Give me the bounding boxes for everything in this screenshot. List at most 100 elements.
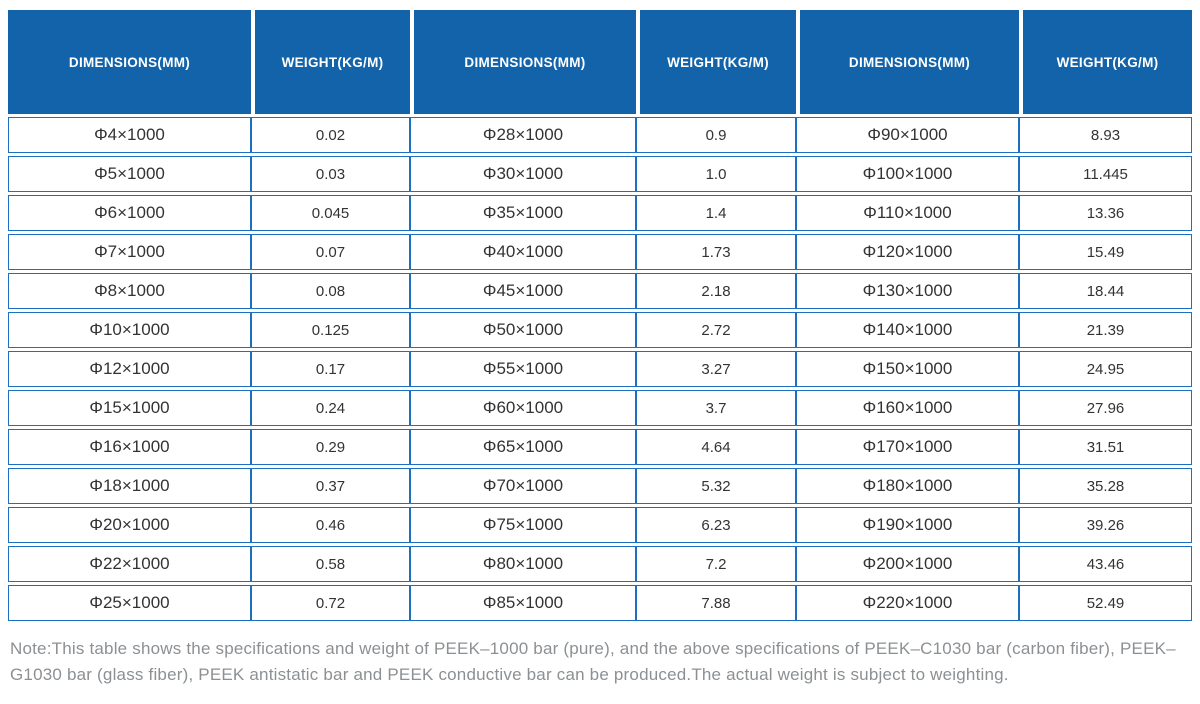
- weight-cell: 35.28: [1019, 468, 1192, 504]
- weight-cell: 39.26: [1019, 507, 1192, 543]
- weight-cell: 3.7: [636, 390, 796, 426]
- dimension-cell: Φ180×1000: [796, 468, 1019, 504]
- weight-cell: 0.37: [251, 468, 410, 504]
- table-row: Φ22×1000 0.58 Φ80×1000 7.2 Φ200×1000 43.…: [8, 546, 1192, 582]
- table-row: Φ7×1000 0.07 Φ40×1000 1.73 Φ120×1000 15.…: [8, 234, 1192, 270]
- weight-cell: 0.9: [636, 117, 796, 153]
- col-header-dimensions-2: DIMENSIONS(MM): [410, 10, 636, 114]
- dimension-cell: Φ22×1000: [8, 546, 251, 582]
- dimension-cell: Φ16×1000: [8, 429, 251, 465]
- dimension-cell: Φ7×1000: [8, 234, 251, 270]
- dimension-cell: Φ8×1000: [8, 273, 251, 309]
- table-row: Φ18×1000 0.37 Φ70×1000 5.32 Φ180×1000 35…: [8, 468, 1192, 504]
- weight-cell: 0.46: [251, 507, 410, 543]
- col-header-weight-3: WEIGHT(KG/M): [1019, 10, 1192, 114]
- col-header-dimensions-3: DIMENSIONS(MM): [796, 10, 1019, 114]
- weight-cell: 1.73: [636, 234, 796, 270]
- dimension-cell: Φ40×1000: [410, 234, 636, 270]
- weight-cell: 6.23: [636, 507, 796, 543]
- dimension-cell: Φ220×1000: [796, 585, 1019, 621]
- table-row: Φ12×1000 0.17 Φ55×1000 3.27 Φ150×1000 24…: [8, 351, 1192, 387]
- table-row: Φ10×1000 0.125 Φ50×1000 2.72 Φ140×1000 2…: [8, 312, 1192, 348]
- dimension-cell: Φ28×1000: [410, 117, 636, 153]
- weight-cell: 0.02: [251, 117, 410, 153]
- dimension-cell: Φ4×1000: [8, 117, 251, 153]
- weight-cell: 21.39: [1019, 312, 1192, 348]
- dimension-cell: Φ170×1000: [796, 429, 1019, 465]
- weight-cell: 0.08: [251, 273, 410, 309]
- dimension-cell: Φ120×1000: [796, 234, 1019, 270]
- weight-cell: 0.07: [251, 234, 410, 270]
- col-header-dimensions-1: DIMENSIONS(MM): [8, 10, 251, 114]
- weight-cell: 0.125: [251, 312, 410, 348]
- table-row: Φ15×1000 0.24 Φ60×1000 3.7 Φ160×1000 27.…: [8, 390, 1192, 426]
- dimension-cell: Φ140×1000: [796, 312, 1019, 348]
- dimension-cell: Φ80×1000: [410, 546, 636, 582]
- table-row: Φ5×1000 0.03 Φ30×1000 1.0 Φ100×1000 11.4…: [8, 156, 1192, 192]
- weight-cell: 11.445: [1019, 156, 1192, 192]
- weight-cell: 2.72: [636, 312, 796, 348]
- col-header-weight-2: WEIGHT(KG/M): [636, 10, 796, 114]
- weight-cell: 1.4: [636, 195, 796, 231]
- weight-cell: 2.18: [636, 273, 796, 309]
- weight-cell: 7.88: [636, 585, 796, 621]
- dimension-cell: Φ18×1000: [8, 468, 251, 504]
- dimension-cell: Φ75×1000: [410, 507, 636, 543]
- weight-cell: 8.93: [1019, 117, 1192, 153]
- table-row: Φ20×1000 0.46 Φ75×1000 6.23 Φ190×1000 39…: [8, 507, 1192, 543]
- dimension-cell: Φ10×1000: [8, 312, 251, 348]
- weight-cell: 24.95: [1019, 351, 1192, 387]
- weight-cell: 1.0: [636, 156, 796, 192]
- footnote: Note:This table shows the specifications…: [10, 639, 1176, 684]
- table-row: Φ6×1000 0.045 Φ35×1000 1.4 Φ110×1000 13.…: [8, 195, 1192, 231]
- dimension-cell: Φ190×1000: [796, 507, 1019, 543]
- weight-cell: 0.17: [251, 351, 410, 387]
- weight-cell: 13.36: [1019, 195, 1192, 231]
- dimension-cell: Φ50×1000: [410, 312, 636, 348]
- dimension-cell: Φ160×1000: [796, 390, 1019, 426]
- weight-cell: 0.24: [251, 390, 410, 426]
- dimension-cell: Φ85×1000: [410, 585, 636, 621]
- dimension-cell: Φ25×1000: [8, 585, 251, 621]
- dimension-cell: Φ70×1000: [410, 468, 636, 504]
- weight-cell: 52.49: [1019, 585, 1192, 621]
- col-header-weight-1: WEIGHT(KG/M): [251, 10, 410, 114]
- dimension-cell: Φ65×1000: [410, 429, 636, 465]
- weight-cell: 43.46: [1019, 546, 1192, 582]
- header-row: DIMENSIONS(MM) WEIGHT(KG/M) DIMENSIONS(M…: [8, 10, 1192, 114]
- dimension-cell: Φ90×1000: [796, 117, 1019, 153]
- dimension-cell: Φ20×1000: [8, 507, 251, 543]
- weight-cell: 0.29: [251, 429, 410, 465]
- dimension-cell: Φ35×1000: [410, 195, 636, 231]
- dimension-cell: Φ6×1000: [8, 195, 251, 231]
- weight-cell: 7.2: [636, 546, 796, 582]
- table-row: Φ25×1000 0.72 Φ85×1000 7.88 Φ220×1000 52…: [8, 585, 1192, 621]
- peek-bar-spec-table: DIMENSIONS(MM) WEIGHT(KG/M) DIMENSIONS(M…: [8, 7, 1192, 624]
- weight-cell: 31.51: [1019, 429, 1192, 465]
- dimension-cell: Φ55×1000: [410, 351, 636, 387]
- table-row: Φ16×1000 0.29 Φ65×1000 4.64 Φ170×1000 31…: [8, 429, 1192, 465]
- dimension-cell: Φ45×1000: [410, 273, 636, 309]
- dimension-cell: Φ100×1000: [796, 156, 1019, 192]
- weight-cell: 0.03: [251, 156, 410, 192]
- dimension-cell: Φ12×1000: [8, 351, 251, 387]
- table-row: Φ4×1000 0.02 Φ28×1000 0.9 Φ90×1000 8.93: [8, 117, 1192, 153]
- dimension-cell: Φ60×1000: [410, 390, 636, 426]
- weight-cell: 27.96: [1019, 390, 1192, 426]
- weight-cell: 0.58: [251, 546, 410, 582]
- weight-cell: 5.32: [636, 468, 796, 504]
- weight-cell: 0.72: [251, 585, 410, 621]
- weight-cell: 15.49: [1019, 234, 1192, 270]
- dimension-cell: Φ110×1000: [796, 195, 1019, 231]
- dimension-cell: Φ130×1000: [796, 273, 1019, 309]
- dimension-cell: Φ200×1000: [796, 546, 1019, 582]
- dimension-cell: Φ150×1000: [796, 351, 1019, 387]
- weight-cell: 3.27: [636, 351, 796, 387]
- weight-cell: 4.64: [636, 429, 796, 465]
- weight-cell: 0.045: [251, 195, 410, 231]
- table-row: Φ8×1000 0.08 Φ45×1000 2.18 Φ130×1000 18.…: [8, 273, 1192, 309]
- weight-cell: 18.44: [1019, 273, 1192, 309]
- dimension-cell: Φ15×1000: [8, 390, 251, 426]
- dimension-cell: Φ5×1000: [8, 156, 251, 192]
